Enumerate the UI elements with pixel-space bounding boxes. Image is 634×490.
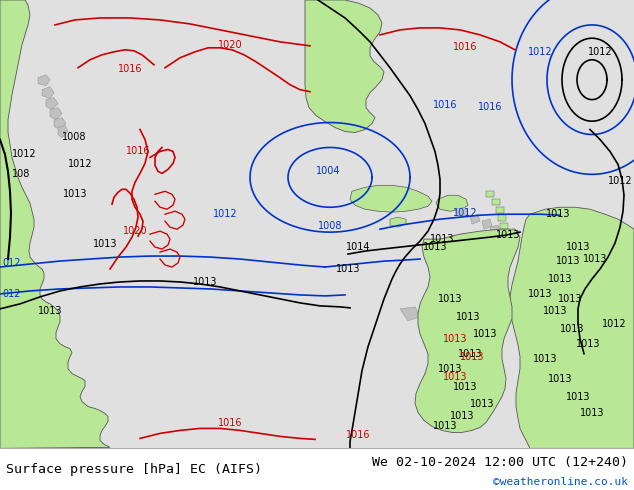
Text: 1016: 1016 [346, 430, 370, 441]
Text: 1013: 1013 [336, 264, 360, 274]
Text: 1016: 1016 [118, 64, 142, 74]
Text: 1014: 1014 [346, 242, 370, 252]
Text: 1013: 1013 [473, 329, 497, 339]
Text: 1013: 1013 [458, 349, 482, 359]
Text: 1013: 1013 [437, 294, 462, 304]
Text: 1013: 1013 [533, 354, 557, 364]
Text: 1012: 1012 [212, 209, 237, 219]
Text: 1008: 1008 [318, 221, 342, 231]
Text: 1013: 1013 [560, 324, 585, 334]
Text: 1013: 1013 [576, 339, 600, 349]
Text: 1013: 1013 [38, 306, 62, 316]
Polygon shape [510, 207, 634, 448]
Text: 1013: 1013 [470, 398, 495, 409]
Polygon shape [400, 307, 420, 321]
Text: 1020: 1020 [123, 226, 147, 236]
Polygon shape [415, 229, 520, 432]
Text: 1013: 1013 [433, 421, 457, 431]
Polygon shape [500, 223, 508, 229]
Text: 1016: 1016 [453, 42, 477, 52]
Text: 1013: 1013 [548, 373, 573, 384]
Text: 1013: 1013 [556, 256, 580, 266]
Text: 1012: 1012 [588, 47, 612, 57]
Polygon shape [418, 315, 434, 327]
Text: Surface pressure [hPa] EC (AIFS): Surface pressure [hPa] EC (AIFS) [6, 463, 262, 476]
Polygon shape [42, 87, 54, 98]
Text: 1016: 1016 [433, 99, 457, 110]
Text: 1013: 1013 [437, 364, 462, 374]
Text: 1013: 1013 [566, 392, 590, 401]
Polygon shape [305, 0, 384, 132]
Text: 1013: 1013 [63, 189, 87, 199]
Text: 1013: 1013 [443, 334, 467, 344]
Polygon shape [50, 108, 62, 120]
Text: 1008: 1008 [62, 132, 86, 143]
Polygon shape [350, 185, 432, 212]
Polygon shape [390, 217, 406, 227]
Text: 1012: 1012 [607, 176, 632, 186]
Polygon shape [46, 98, 58, 110]
Text: ©weatheronline.co.uk: ©weatheronline.co.uk [493, 477, 628, 487]
Text: 1013: 1013 [583, 254, 607, 264]
Text: 1013: 1013 [460, 352, 484, 362]
Polygon shape [490, 225, 500, 235]
Text: 1012: 1012 [12, 149, 37, 159]
Polygon shape [436, 196, 468, 211]
Text: 012: 012 [2, 258, 20, 268]
Polygon shape [470, 214, 480, 224]
Text: 1013: 1013 [558, 294, 582, 304]
Text: 1013: 1013 [527, 289, 552, 299]
Text: 1013: 1013 [496, 230, 521, 240]
Text: 1013: 1013 [543, 306, 567, 316]
Polygon shape [0, 0, 110, 448]
Polygon shape [498, 215, 506, 221]
Polygon shape [496, 207, 504, 213]
Polygon shape [492, 199, 500, 205]
Text: 1013: 1013 [566, 242, 590, 252]
Text: 1012: 1012 [453, 208, 477, 218]
Text: 1013: 1013 [450, 412, 474, 421]
Text: 1013: 1013 [546, 209, 570, 219]
Polygon shape [482, 219, 492, 229]
Text: 108: 108 [12, 170, 30, 179]
Text: 1013: 1013 [579, 409, 604, 418]
Text: 1012: 1012 [527, 47, 552, 57]
Text: 1013: 1013 [456, 312, 480, 322]
Text: 1020: 1020 [217, 40, 242, 50]
Text: 1013: 1013 [453, 382, 477, 392]
Polygon shape [486, 191, 494, 197]
Text: 1013: 1013 [443, 371, 467, 382]
Text: 1013: 1013 [430, 234, 455, 244]
Text: 1004: 1004 [316, 167, 340, 176]
Text: 1012: 1012 [68, 159, 93, 170]
Text: 012: 012 [2, 289, 20, 299]
Text: 1016: 1016 [217, 418, 242, 428]
Polygon shape [455, 207, 468, 217]
Polygon shape [58, 125, 68, 138]
Polygon shape [54, 118, 66, 129]
Text: 1016: 1016 [126, 147, 150, 156]
Text: We 02-10-2024 12:00 UTC (12+240): We 02-10-2024 12:00 UTC (12+240) [372, 456, 628, 469]
Polygon shape [430, 321, 446, 334]
Polygon shape [38, 75, 50, 86]
Text: 1013: 1013 [548, 274, 573, 284]
Text: 1016: 1016 [478, 101, 502, 112]
Text: 1013: 1013 [423, 242, 447, 252]
Text: 1013: 1013 [93, 239, 117, 249]
Text: 1013: 1013 [193, 277, 217, 287]
Text: 1012: 1012 [602, 319, 626, 329]
